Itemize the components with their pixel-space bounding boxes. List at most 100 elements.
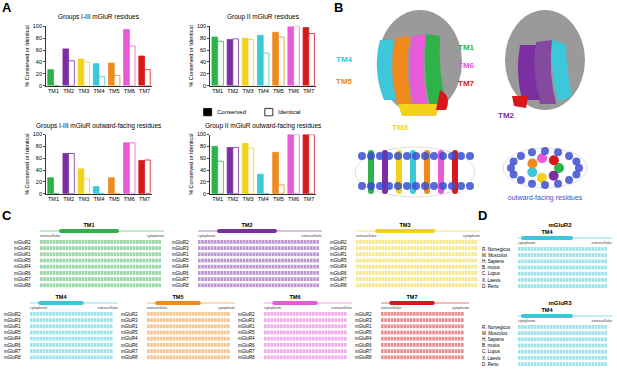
svg-text:extracellular: extracellular xyxy=(381,306,402,310)
svg-text:40: 40 xyxy=(200,59,206,65)
svg-text:extracellular: extracellular xyxy=(40,234,61,238)
svg-text:TM4: TM4 xyxy=(93,196,104,202)
svg-text:TM1: TM1 xyxy=(48,196,59,202)
svg-text:TM2: TM2 xyxy=(498,111,515,120)
svg-text:40: 40 xyxy=(36,167,42,173)
svg-text:80: 80 xyxy=(36,143,42,149)
svg-text:D. Rerio: D. Rerio xyxy=(482,362,499,367)
svg-text:% Conserved or Identical: % Conserved or Identical xyxy=(188,25,194,86)
svg-text:extracellular: extracellular xyxy=(592,319,613,323)
svg-text:TM7: TM7 xyxy=(303,196,314,202)
svg-text:extracellular: extracellular xyxy=(302,234,323,238)
svg-text:cytoplasm: cytoplasm xyxy=(264,306,281,310)
svg-text:mGluR4: mGluR4 xyxy=(172,264,189,269)
svg-text:mGluR2: mGluR2 xyxy=(4,312,21,317)
svg-text:TM5: TM5 xyxy=(109,88,120,94)
svg-text:0: 0 xyxy=(39,83,42,89)
svg-text:mGluR5: mGluR5 xyxy=(355,330,372,335)
svg-text:% Conserved or Identical: % Conserved or Identical xyxy=(188,133,194,194)
svg-text:M. Musculus: M. Musculus xyxy=(482,253,508,258)
svg-text:Identical: Identical xyxy=(278,109,300,115)
svg-text:R. Norvegicus: R. Norvegicus xyxy=(482,325,511,330)
svg-text:100: 100 xyxy=(197,23,206,29)
svg-text:80: 80 xyxy=(36,35,42,41)
svg-text:% Conserved or Identical: % Conserved or Identical xyxy=(24,25,30,86)
svg-text:mGluR3: mGluR3 xyxy=(355,318,372,323)
svg-text:mGluR4: mGluR4 xyxy=(238,336,255,341)
svg-text:R. Norvegicus: R. Norvegicus xyxy=(482,247,511,252)
svg-text:TM3: TM3 xyxy=(392,123,409,132)
svg-text:TM3: TM3 xyxy=(243,88,254,94)
svg-text:mGluR2: mGluR2 xyxy=(14,240,31,245)
svg-text:mGluR7: mGluR7 xyxy=(238,349,255,354)
svg-text:H. Sapiens: H. Sapiens xyxy=(482,259,505,264)
svg-text:mGluR1: mGluR1 xyxy=(4,324,21,329)
svg-text:TM6: TM6 xyxy=(288,196,299,202)
svg-text:mGluR7: mGluR7 xyxy=(14,277,31,282)
svg-text:mGluR5: mGluR5 xyxy=(14,258,31,263)
svg-text:mGluR2: mGluR2 xyxy=(330,240,347,245)
svg-text:extracellular: extracellular xyxy=(356,234,377,238)
svg-text:extracellular: extracellular xyxy=(147,306,168,310)
svg-text:TM5: TM5 xyxy=(273,196,284,202)
svg-text:cytoplasm: cytoplasm xyxy=(463,234,480,238)
svg-text:mGluR6: mGluR6 xyxy=(330,271,347,276)
svg-text:100: 100 xyxy=(33,131,42,137)
svg-text:mGluR3: mGluR3 xyxy=(330,246,347,251)
svg-text:mGluR7: mGluR7 xyxy=(4,349,21,354)
svg-text:mGluR8: mGluR8 xyxy=(238,355,255,360)
svg-text:0: 0 xyxy=(203,191,206,197)
svg-text:mGluR6: mGluR6 xyxy=(14,271,31,276)
svg-text:20: 20 xyxy=(36,179,42,185)
svg-text:TM7: TM7 xyxy=(407,294,418,300)
svg-text:TM5: TM5 xyxy=(109,196,120,202)
svg-text:B. mutus: B. mutus xyxy=(482,343,501,348)
svg-text:mGluR3: mGluR3 xyxy=(238,318,255,323)
svg-text:mGluR2: mGluR2 xyxy=(238,312,255,317)
svg-text:mGluR1: mGluR1 xyxy=(330,252,347,257)
svg-text:X. Laevis: X. Laevis xyxy=(482,278,501,283)
svg-text:TM6: TM6 xyxy=(290,294,301,300)
svg-text:100: 100 xyxy=(197,131,206,137)
svg-text:mGluR2: mGluR2 xyxy=(172,240,189,245)
svg-text:Conserved: Conserved xyxy=(217,109,246,115)
svg-text:mGluR2: mGluR2 xyxy=(548,222,572,228)
svg-text:mGluR7: mGluR7 xyxy=(172,277,189,282)
svg-text:mGluR3: mGluR3 xyxy=(172,246,189,251)
svg-text:TM6: TM6 xyxy=(124,88,135,94)
svg-text:TM2: TM2 xyxy=(227,88,238,94)
svg-text:mGluR1: mGluR1 xyxy=(172,252,189,257)
svg-text:mGluR8: mGluR8 xyxy=(172,283,189,288)
svg-text:M. Musculus: M. Musculus xyxy=(482,331,508,336)
svg-text:TM7: TM7 xyxy=(303,88,314,94)
svg-text:mGluR6: mGluR6 xyxy=(121,343,138,348)
svg-text:TM5: TM5 xyxy=(336,77,353,86)
svg-text:TM1: TM1 xyxy=(212,196,223,202)
svg-text:TM4: TM4 xyxy=(258,88,269,94)
svg-text:TM4: TM4 xyxy=(542,229,554,235)
svg-text:TM7: TM7 xyxy=(139,196,150,202)
svg-text:mGluR6: mGluR6 xyxy=(172,271,189,276)
svg-text:0: 0 xyxy=(39,191,42,197)
svg-text:mGluR8: mGluR8 xyxy=(121,355,138,360)
svg-text:TM1: TM1 xyxy=(48,88,59,94)
svg-text:mGluR6: mGluR6 xyxy=(355,343,372,348)
svg-text:cytoplasm: cytoplasm xyxy=(30,306,47,310)
svg-text:mGluR4: mGluR4 xyxy=(4,336,21,341)
svg-text:40: 40 xyxy=(200,167,206,173)
svg-text:B. mutus: B. mutus xyxy=(482,265,501,270)
svg-text:Groups I-III mGluR residues: Groups I-III mGluR residues xyxy=(58,13,140,21)
svg-text:C. Lupus: C. Lupus xyxy=(482,271,501,276)
svg-text:TM4: TM4 xyxy=(93,88,104,94)
svg-text:TM3: TM3 xyxy=(78,196,89,202)
svg-text:extracellular: extracellular xyxy=(332,306,353,310)
svg-text:mGluR4: mGluR4 xyxy=(330,264,347,269)
svg-text:20: 20 xyxy=(200,179,206,185)
svg-text:mGluR4: mGluR4 xyxy=(121,336,138,341)
svg-text:mGluR5: mGluR5 xyxy=(121,330,138,335)
svg-text:outward-facing residues: outward-facing residues xyxy=(508,194,583,202)
svg-text:mGluR2: mGluR2 xyxy=(355,312,372,317)
svg-text:mGluR3: mGluR3 xyxy=(4,318,21,323)
svg-text:mGluR7: mGluR7 xyxy=(355,349,372,354)
svg-text:mGluR1: mGluR1 xyxy=(121,324,138,329)
